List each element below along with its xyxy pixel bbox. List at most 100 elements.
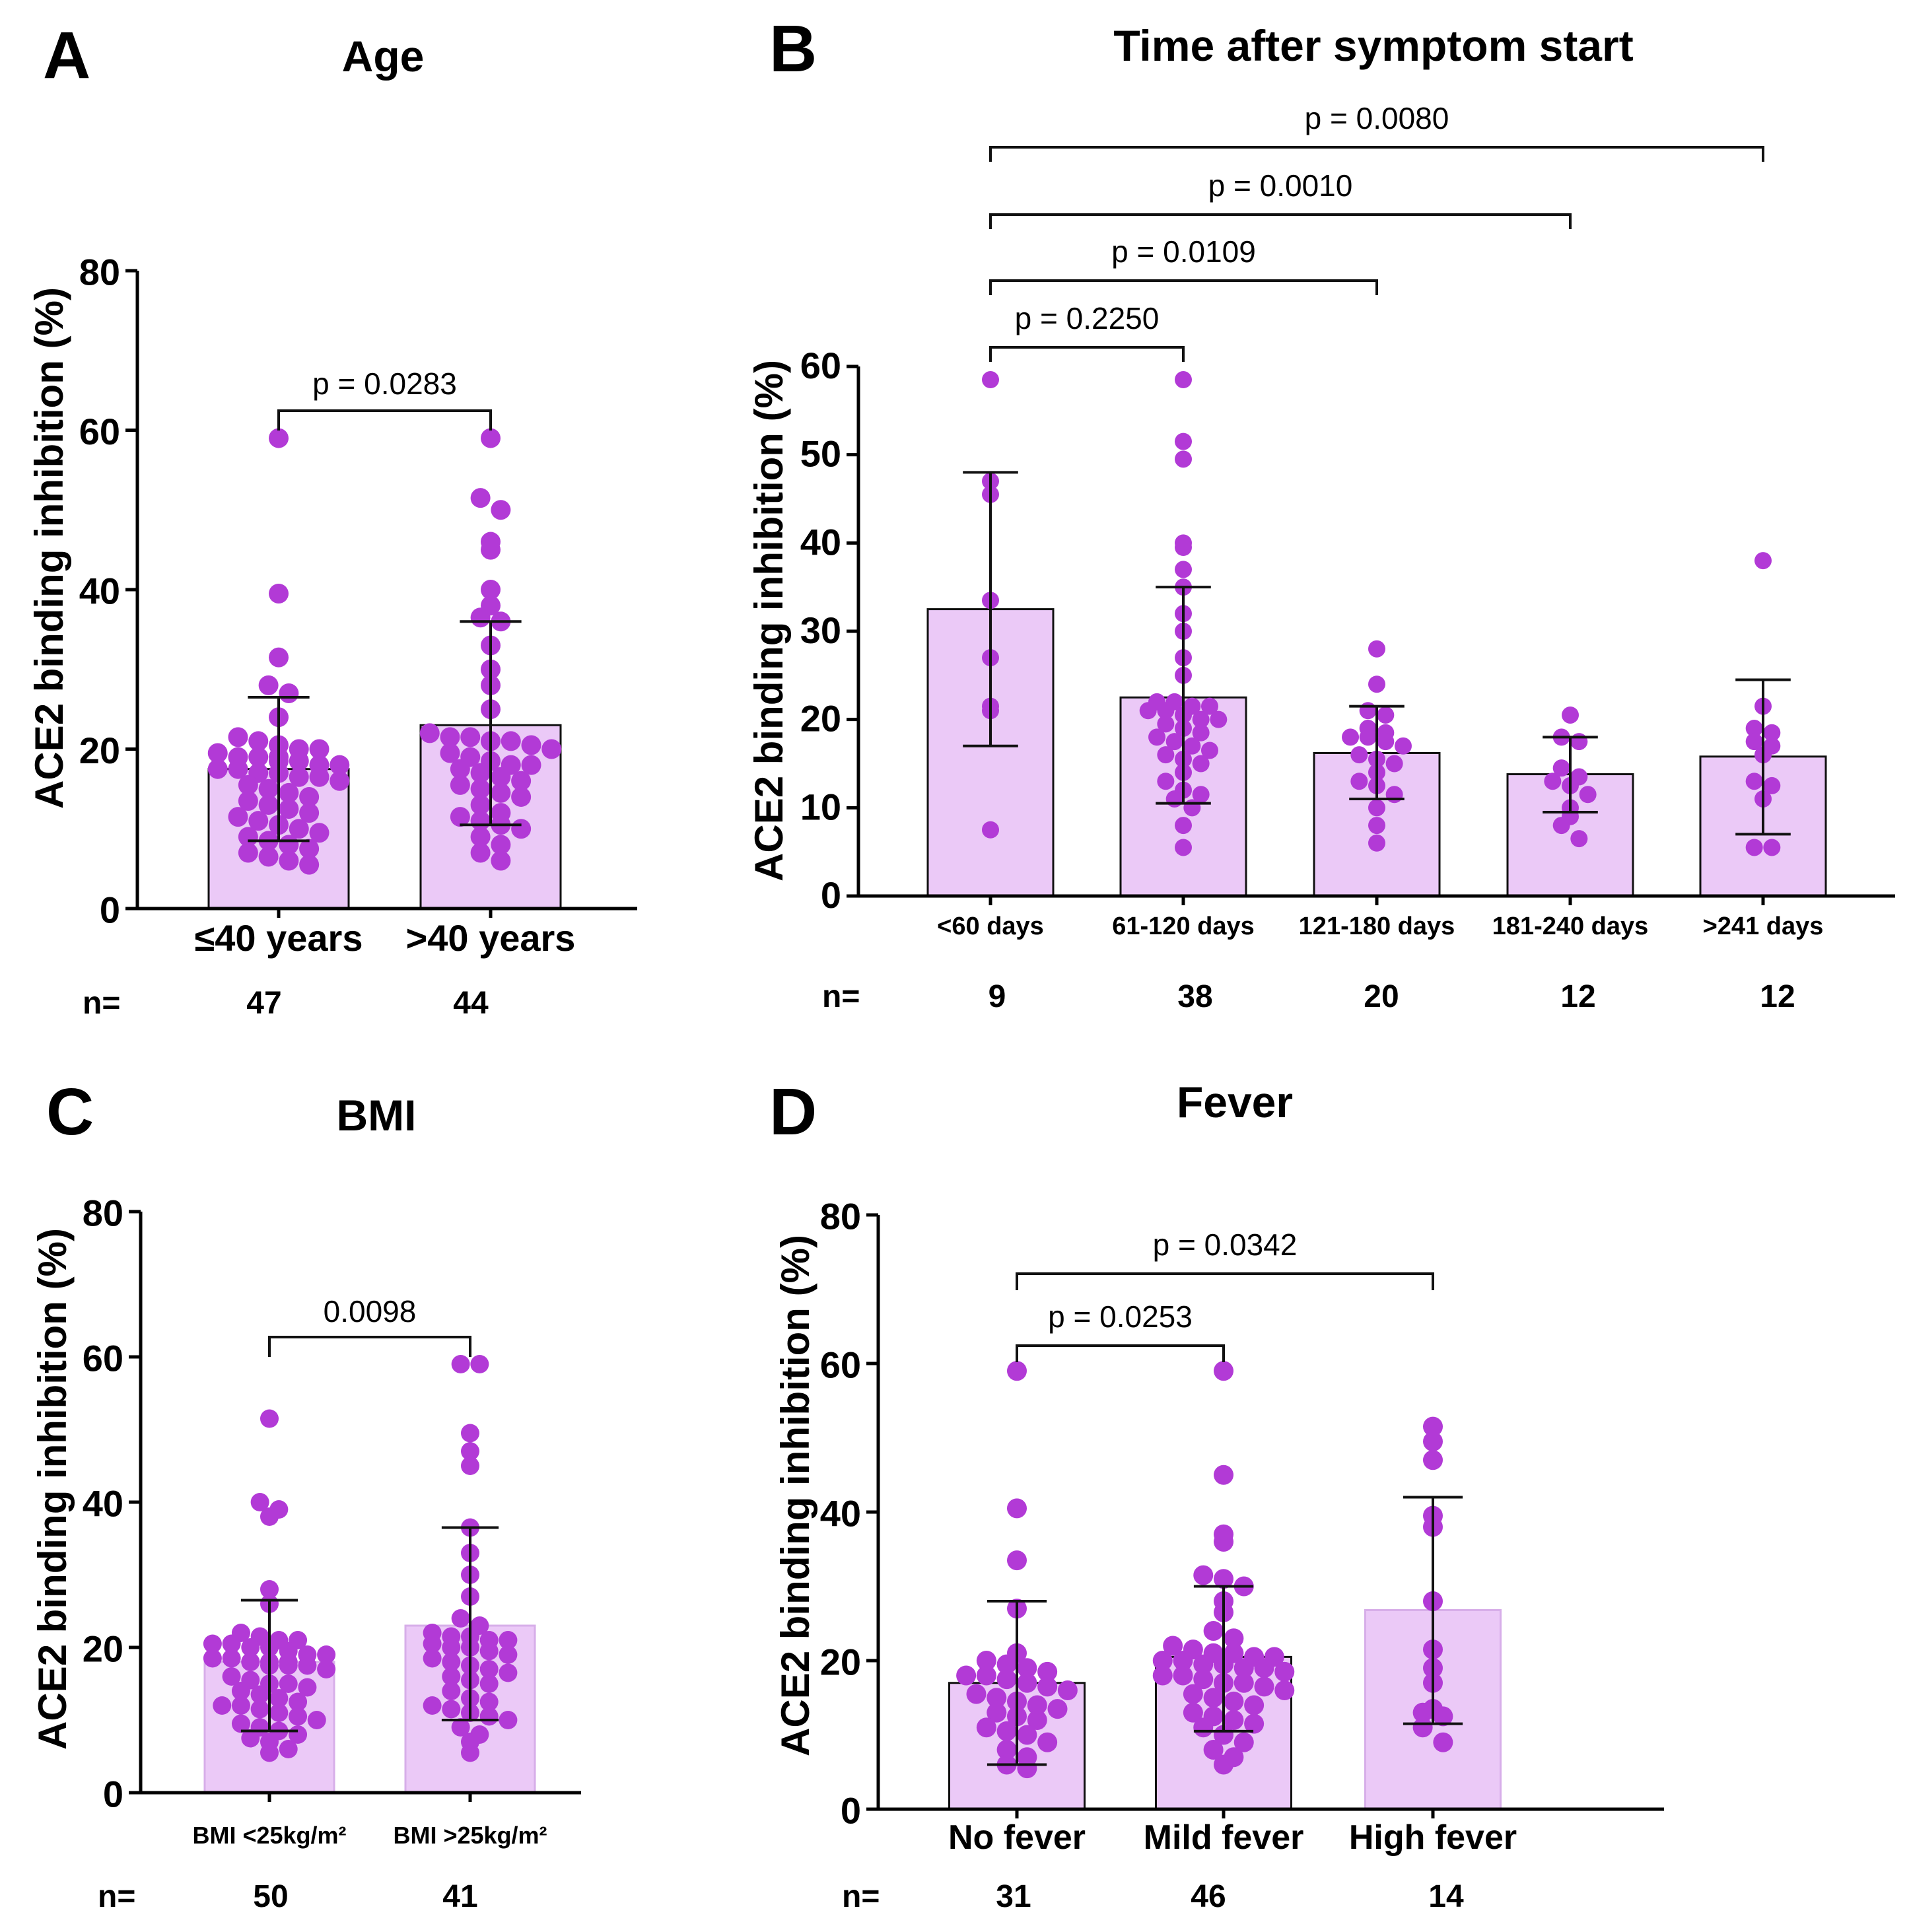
data-point	[499, 1645, 518, 1664]
data-point	[330, 755, 350, 775]
data-point	[1192, 724, 1210, 742]
data-point	[317, 1660, 336, 1678]
data-point	[309, 767, 330, 787]
data-point	[491, 850, 511, 871]
data-point	[481, 428, 501, 448]
n-value: 12	[1560, 979, 1595, 1014]
data-point	[309, 739, 330, 759]
data-point	[450, 759, 470, 779]
data-point	[258, 795, 279, 815]
data-point	[279, 799, 299, 819]
y-tick-label: 60	[79, 411, 120, 452]
panel-a: A Age ACE2 binding inhibition (%) ≤40 ye…	[27, 18, 637, 1021]
y-tick-label: 20	[820, 1641, 861, 1683]
panel-title: BMI	[337, 1091, 417, 1140]
data-point	[1214, 1465, 1233, 1485]
n-value: 38	[1177, 979, 1212, 1014]
data-point	[250, 1685, 269, 1704]
panel-title: Age	[342, 32, 425, 81]
data-point	[1552, 817, 1570, 835]
n-label: n=	[842, 1879, 880, 1914]
data-point	[442, 1682, 461, 1700]
data-point	[1139, 702, 1157, 720]
data-point	[1274, 1680, 1295, 1700]
significance-bracket	[268, 1336, 471, 1357]
data-point	[1175, 371, 1192, 389]
panel-letter: C	[46, 1075, 94, 1149]
category-label: BMI <25kg/m²	[192, 1822, 346, 1849]
data-point	[1017, 1673, 1037, 1693]
data-point	[996, 1654, 1017, 1674]
data-point	[499, 1711, 518, 1729]
data-point	[1017, 1758, 1037, 1779]
data-point	[479, 1692, 499, 1711]
n-value: 50	[253, 1879, 288, 1914]
data-point	[1037, 1732, 1058, 1752]
data-point	[1183, 1684, 1203, 1704]
data-point	[966, 1684, 987, 1704]
data-point	[1152, 1665, 1173, 1686]
data-point	[479, 1660, 499, 1678]
data-point	[1350, 773, 1368, 790]
data-point	[1007, 1498, 1027, 1519]
data-point	[1368, 834, 1385, 852]
data-point	[1152, 1651, 1173, 1671]
data-point	[289, 751, 309, 771]
data-point	[228, 727, 248, 747]
data-point	[1745, 773, 1763, 790]
data-point	[1342, 728, 1360, 746]
data-point	[269, 428, 289, 448]
data-point	[451, 1355, 470, 1373]
panel-letter: A	[43, 18, 90, 92]
y-tick-label: 80	[820, 1196, 861, 1237]
data-point	[1368, 675, 1385, 693]
data-point	[1377, 733, 1395, 751]
y-tick-label: 80	[83, 1192, 123, 1234]
data-point	[461, 1442, 479, 1461]
n-value: 47	[246, 986, 281, 1021]
data-point	[231, 1714, 250, 1733]
data-point	[1570, 733, 1588, 751]
y-axis-label: ACE2 binding inhibition (%)	[27, 287, 71, 809]
data-point	[258, 675, 279, 695]
data-point	[499, 1663, 518, 1682]
data-point	[440, 743, 460, 763]
category-label: High fever	[1349, 1818, 1517, 1857]
data-point	[1350, 746, 1368, 764]
data-point	[269, 584, 289, 604]
data-point	[1214, 1361, 1233, 1381]
data-point	[511, 786, 532, 807]
data-point	[1579, 786, 1597, 804]
data-point	[330, 771, 350, 791]
data-point	[423, 1634, 442, 1653]
data-point	[1183, 799, 1201, 817]
panel-letter: B	[769, 12, 817, 86]
significance-bracket	[989, 346, 1185, 362]
panel-letter: D	[769, 1075, 817, 1149]
data-point	[1057, 1680, 1078, 1700]
data-point	[1544, 773, 1562, 790]
category-label: ≤40 years	[195, 917, 363, 959]
data-point	[442, 1667, 461, 1686]
data-point	[996, 1721, 1017, 1741]
data-point	[996, 1669, 1017, 1690]
data-point	[470, 763, 491, 783]
data-point	[207, 743, 228, 763]
data-point	[289, 819, 309, 839]
data-point	[1394, 737, 1412, 755]
data-point	[279, 782, 299, 803]
n-value: 31	[996, 1879, 1031, 1914]
data-point	[1027, 1710, 1047, 1730]
data-point	[269, 1704, 289, 1722]
data-point	[279, 1674, 298, 1693]
data-point	[299, 803, 320, 823]
data-point	[442, 1700, 461, 1719]
panel-c: C BMI ACE2 binding inhibition (%) BMI <2…	[30, 1075, 581, 1914]
data-point	[1175, 839, 1192, 856]
data-point	[238, 790, 258, 811]
panel-d: D Fever ACE2 binding inhibition (%) No f…	[769, 1075, 1664, 1914]
data-point	[241, 1638, 260, 1657]
significance-bracket	[989, 213, 1572, 229]
y-tick-label: 40	[820, 1493, 861, 1535]
data-point	[1233, 1673, 1254, 1693]
